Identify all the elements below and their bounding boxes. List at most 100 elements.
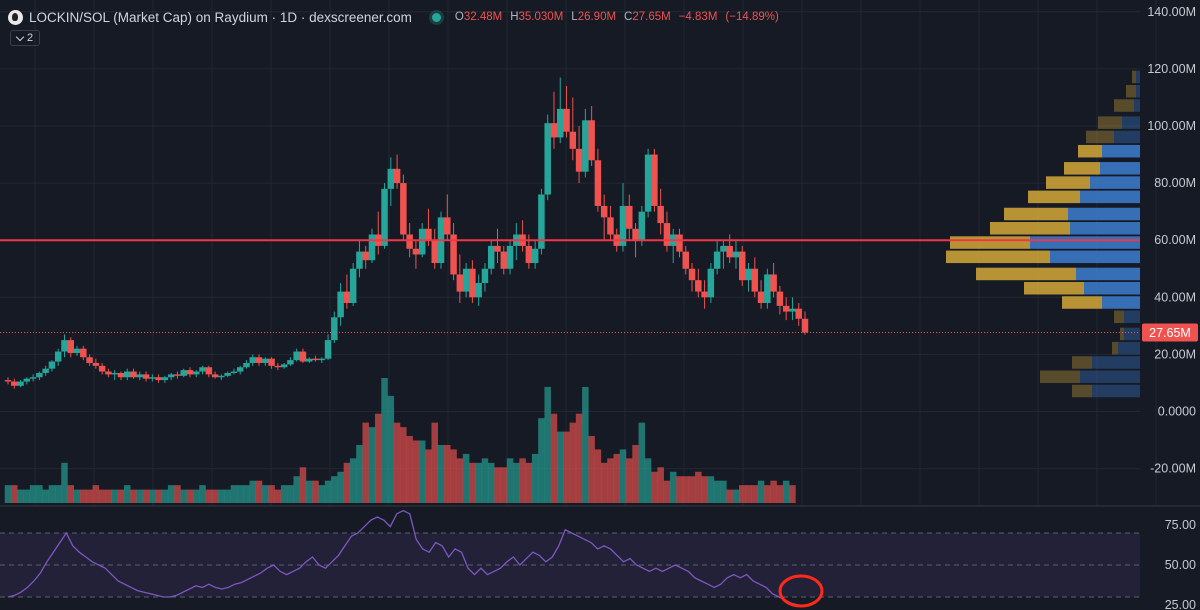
candle-body [105,371,112,375]
volume-bar [626,458,633,503]
volume-bar [738,485,746,503]
candle-body [795,308,802,319]
volume-bar [375,413,382,503]
candle-body [481,268,489,284]
price-axis[interactable]: 140.00M 120.00M 100.00M 80.00M 60.00M 40.00M 2… [1142,5,1198,476]
vp-down-bar [1090,176,1140,189]
close-value: 27.65M [632,11,671,23]
volume-bar [381,378,388,503]
vp-up-bar [1046,176,1090,189]
vp-up-bar [1114,310,1124,324]
volume-bar [594,449,602,503]
highlight-circle [778,574,824,608]
price-axis-label: 20.00M [1154,347,1196,361]
vp-up-bar [1098,116,1122,129]
candle-body [4,380,12,382]
volume-bar [513,462,520,503]
volume-bar [393,422,401,503]
candle-body [550,123,558,138]
vp-down-bar [1030,236,1140,249]
candle-body [387,168,395,189]
vp-up-bar [1004,207,1068,221]
volume-bar [54,485,62,503]
volume-bar [619,449,627,503]
volume-bar [557,431,564,503]
volume-bar [243,485,250,503]
vp-down-bar [1092,384,1140,398]
candle-body [757,291,765,304]
volume-bar [418,440,426,503]
vp-down-bar [1134,99,1140,112]
price-axis-label: -20.00M [1150,462,1196,476]
last-price-label: 27.65M [1149,326,1191,340]
vp-up-bar [950,236,1030,249]
candle-body [11,381,18,386]
volume-bar [73,489,81,503]
candle-body [782,305,790,312]
candle-body [249,357,256,363]
price-axis-label: 100.00M [1147,119,1196,133]
vp-up-bar [1028,190,1080,204]
candle-body [569,131,577,149]
candle-body [17,381,24,386]
volume-bar [130,489,137,503]
volume-bar [544,386,551,503]
vp-down-bar [1070,222,1140,235]
candle-body [243,362,250,368]
volume-bar [575,413,583,503]
candle-body [713,251,721,269]
vp-up-bar [1024,281,1084,295]
candle-body [155,377,162,381]
volume-bar [757,480,765,503]
candle-body [268,358,275,366]
candle-body [506,245,514,269]
volume-bar [343,462,351,503]
volume-bar [11,485,18,503]
volume-bar [481,458,489,503]
candle-body [418,228,426,255]
volume-bar [249,480,256,503]
volume-bar [669,471,677,503]
volume-bar [312,480,319,503]
volume-bar [255,480,263,503]
volume-bar [475,462,482,503]
volume-bar [487,462,495,503]
vp-up-bar [1114,99,1134,112]
candle-body [600,205,608,218]
candle-body [299,351,307,362]
volume-bar [695,471,702,503]
candle-body [444,217,451,235]
volume-bar [67,485,75,503]
chart-title[interactable]: LOCKIN/SOL (Market Cap) on Raydium · 1D … [29,9,412,25]
indicators-toggle-button[interactable]: 2 [10,30,40,46]
candle-body [500,251,508,269]
volume-bar [123,485,131,503]
ohlc-readout: O32.48M H35.030M L26.90M C27.65M −4.83M … [455,11,779,23]
live-status-icon [431,12,441,22]
price-axis-label: 60.00M [1154,233,1196,247]
candle-body [123,371,131,378]
volume-bar [167,485,175,503]
volume-bar [425,449,432,503]
candle-body [456,274,464,292]
candle-body [211,374,219,378]
vp-down-bar [1092,356,1140,369]
volume-bar [745,485,752,503]
candle-body [199,367,206,372]
candle-body [544,123,551,195]
candle-body [80,348,87,358]
volume-bar [582,386,589,503]
vp-up-bar [1132,70,1136,84]
volume-bar [726,489,733,503]
candle-body [588,120,595,161]
volume-bar [500,467,508,503]
vp-up-bar [1120,327,1124,341]
vp-down-bar [1136,70,1140,84]
candle-body [770,274,777,292]
change-percent: (−14.89%) [725,11,779,23]
candle-body [349,268,357,304]
vp-up-bar [1126,84,1136,98]
vp-down-bar [1114,130,1140,144]
volume-bar [98,489,106,503]
